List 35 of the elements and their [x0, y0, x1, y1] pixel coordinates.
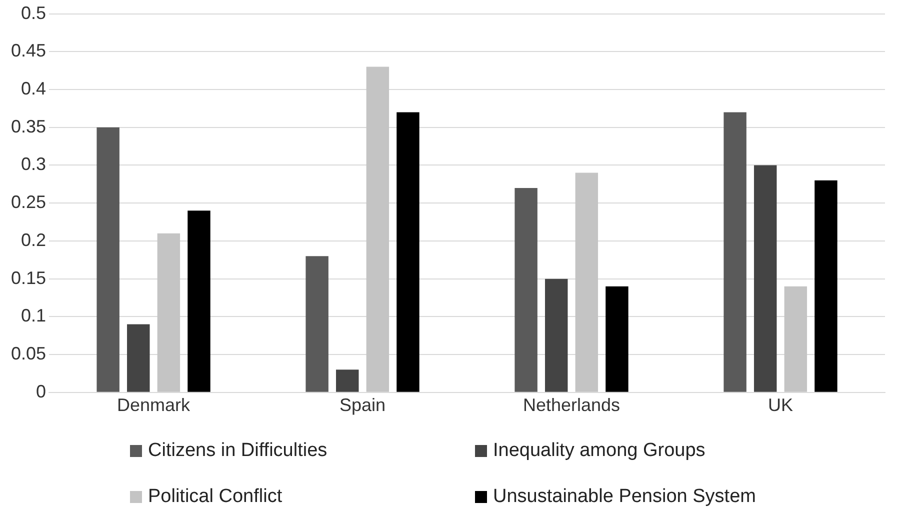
bar: [127, 324, 150, 392]
legend-label: Citizens in Difficulties: [148, 440, 328, 462]
bar: [157, 233, 180, 392]
y-tick-label: 0.3: [21, 154, 46, 174]
x-tick-label: UK: [768, 395, 794, 416]
y-tick-label: 0.05: [10, 344, 46, 364]
x-tick-label: Denmark: [117, 395, 192, 416]
y-tick-label: 0.15: [10, 268, 46, 288]
bar: [306, 256, 328, 392]
legend-label: Unsustainable Pension System: [493, 486, 756, 508]
y-tick-label: 0.1: [21, 306, 46, 326]
bar: [754, 165, 777, 392]
bar: [366, 66, 390, 392]
y-tick-label: 0.35: [10, 116, 46, 136]
bar: [784, 286, 808, 392]
y-tick-label: 0.4: [21, 78, 46, 98]
legend-label: Political Conflict: [148, 486, 282, 508]
bar: [514, 188, 538, 392]
y-tick-label: 0.2: [21, 230, 46, 250]
bar: [336, 370, 359, 392]
bar: [544, 278, 568, 392]
x-tick-label: Netherlands: [522, 395, 620, 416]
x-tick-label: Spain: [339, 395, 386, 416]
y-tick-label: 0: [36, 381, 46, 402]
legend-label: Inequality among Groups: [493, 440, 706, 462]
bar: [396, 112, 420, 392]
y-tick-label: 0.45: [10, 40, 46, 61]
bar: [606, 286, 628, 392]
bar: [814, 180, 838, 392]
bar: [724, 112, 746, 392]
y-tick-label: 0.25: [10, 192, 46, 212]
bar: [575, 172, 598, 392]
bar: [96, 127, 120, 392]
bar: [188, 210, 210, 392]
y-tick-label: 0.5: [21, 2, 46, 23]
